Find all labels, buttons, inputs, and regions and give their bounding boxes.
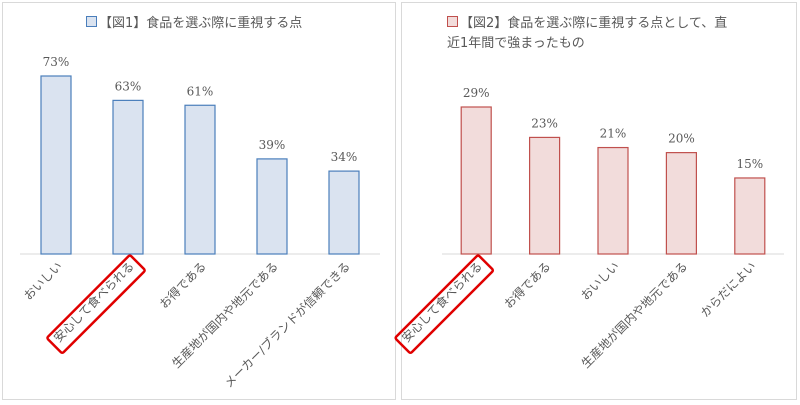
legend-icon xyxy=(447,16,458,27)
x-tick-label: おいしい xyxy=(21,259,65,303)
value-label: 23% xyxy=(531,116,558,130)
x-tick-label: からだによい xyxy=(698,259,759,320)
value-label: 39% xyxy=(259,138,286,152)
title-text: 【図1】食品を選ぶ際に重視する点 xyxy=(99,16,303,31)
x-tick-label: メーカー/ブランドが信頼できる xyxy=(221,258,353,390)
bar xyxy=(665,152,698,255)
value-label: 15% xyxy=(736,157,763,171)
bar xyxy=(112,99,144,255)
value-label: 29% xyxy=(463,86,490,100)
bar xyxy=(734,177,766,255)
bar xyxy=(328,170,360,255)
category-label-group: お得である xyxy=(156,258,209,311)
x-tick-label: お得である xyxy=(156,258,209,311)
bar xyxy=(184,104,216,255)
value-label: 73% xyxy=(43,55,70,69)
category-label-group: 安心して食べられる xyxy=(394,254,495,354)
category-label-group: おいしい xyxy=(578,259,622,303)
category-label-group: おいしい xyxy=(21,259,65,303)
category-label-group: からだによい xyxy=(698,259,759,320)
panel xyxy=(2,2,396,400)
category-label-group: お得である xyxy=(501,258,554,311)
bar xyxy=(460,106,492,255)
bar xyxy=(256,158,288,255)
legend-icon xyxy=(86,16,97,27)
bar xyxy=(40,75,72,255)
category-label-group: メーカー/ブランドが信頼できる xyxy=(221,258,353,390)
x-tick-label: 安心して食べられる xyxy=(398,258,485,345)
panel xyxy=(401,2,797,400)
highlight-box xyxy=(46,254,146,354)
chart-title: 【図2】食品を選ぶ際に重視する点として、直近1年間で強まったもの xyxy=(447,14,737,54)
x-tick-label: お得である xyxy=(501,258,554,311)
bar xyxy=(528,136,561,255)
chart-title: 【図1】食品を選ぶ際に重視する点 xyxy=(86,14,386,34)
title-text: 【図2】食品を選ぶ際に重視する点として、直近1年間で強まったもの xyxy=(447,16,728,51)
value-label: 21% xyxy=(600,127,627,141)
value-label: 63% xyxy=(115,79,142,93)
highlight-box xyxy=(394,254,495,354)
x-tick-label: おいしい xyxy=(578,259,622,303)
value-label: 34% xyxy=(331,150,358,164)
bar xyxy=(597,146,629,255)
value-label: 61% xyxy=(187,84,214,98)
x-tick-label: 安心して食べられる xyxy=(50,258,137,345)
value-label: 20% xyxy=(668,132,695,146)
